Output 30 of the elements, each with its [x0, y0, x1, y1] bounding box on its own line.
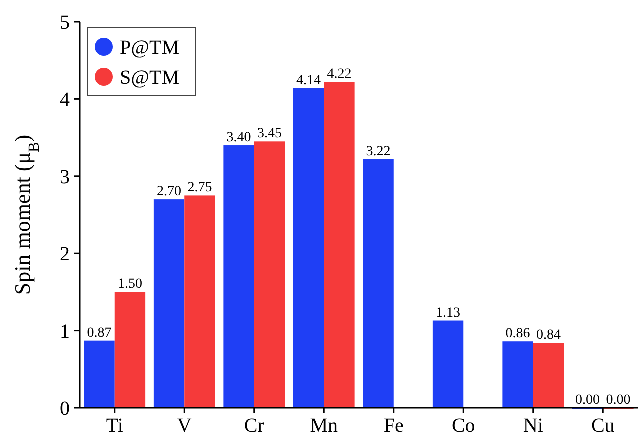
data-label: 4.22	[327, 67, 352, 82]
x-tick-label: Ti	[106, 415, 124, 437]
data-label: 3.45	[257, 126, 282, 142]
x-tick-label: Fe	[384, 415, 404, 437]
data-label: 0.00	[606, 393, 631, 408]
x-tick-label: V	[177, 415, 192, 437]
x-tick-label: Mn	[310, 415, 338, 437]
legend-label: P@TM	[120, 37, 180, 59]
y-tick-label: 0	[60, 398, 70, 420]
y-tick-label: 1	[60, 320, 70, 343]
data-label: 3.40	[226, 130, 252, 146]
x-tick-label: Cr	[244, 415, 265, 437]
data-label: 2.75	[188, 180, 212, 196]
data-label: 2.70	[157, 184, 182, 200]
y-tick-label: 4	[60, 89, 70, 112]
data-label: 0.84	[536, 328, 561, 344]
data-label: 0.87	[87, 326, 112, 341]
data-label: 4.14	[296, 73, 322, 88]
data-label: 1.13	[436, 306, 461, 321]
y-tick-label: 5	[60, 12, 70, 34]
x-tick-label: Ni	[523, 415, 544, 437]
data-label: 1.50	[118, 277, 142, 292]
x-tick-label: Cu	[591, 415, 615, 437]
x-tick-label: Co	[452, 415, 476, 437]
data-label: 0.86	[506, 326, 530, 342]
data-label: 3.22	[366, 144, 391, 160]
y-tick-label: 3	[60, 166, 70, 188]
legend-label: S@TM	[120, 67, 180, 89]
y-tick-label: 2	[60, 244, 70, 266]
data-label: 0.00	[576, 393, 600, 408]
